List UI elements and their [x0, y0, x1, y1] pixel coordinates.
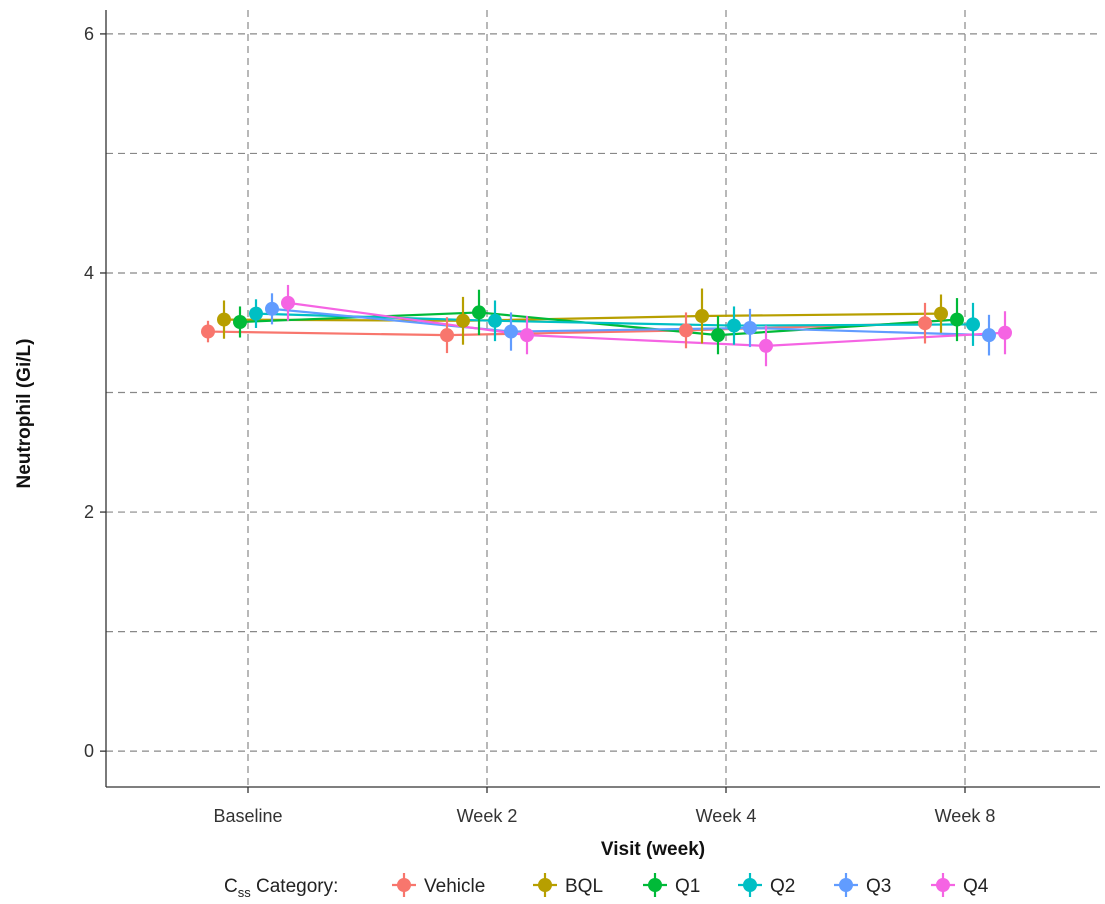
data-point: [265, 301, 279, 316]
data-point: [727, 318, 741, 333]
legend-key-point: [397, 878, 411, 892]
x-tick-label: Week 2: [457, 806, 518, 826]
x-axis-title: Visit (week): [601, 839, 705, 860]
data-point: [281, 295, 295, 310]
series: [201, 284, 1012, 367]
series-line-q2: [255, 312, 974, 327]
data-point: [759, 338, 773, 353]
y-axis-title: Neutrophil (Gi/L): [14, 339, 35, 489]
data-point: [695, 309, 709, 324]
data-point: [233, 314, 247, 329]
legend-title-main: C: [224, 876, 238, 897]
series-line-q3: [271, 307, 990, 337]
y-tick-label: 6: [84, 24, 94, 44]
legend-label: BQL: [565, 876, 603, 897]
series-line-bql: [223, 312, 942, 322]
data-point: [488, 313, 502, 328]
legend-title-subscript: ss: [238, 885, 252, 900]
legend-label: Vehicle: [424, 876, 485, 897]
legend-label: Q4: [963, 876, 989, 897]
legend-label: Q1: [675, 876, 700, 897]
legend-key-point: [743, 878, 757, 892]
data-point: [504, 324, 518, 339]
legend-key-point: [839, 878, 853, 892]
legend-label: Q3: [866, 876, 891, 897]
x-tick-label: Baseline: [213, 806, 282, 826]
x-tick-label: Week 8: [935, 806, 996, 826]
data-point: [982, 328, 996, 343]
data-point: [679, 323, 693, 338]
legend: Css Category: Vehicle BQL Q1 Q2 Q3 Q4: [224, 873, 989, 900]
data-point: [950, 312, 964, 327]
data-point: [456, 313, 470, 328]
data-point: [934, 306, 948, 321]
y-tick-label: 4: [84, 263, 94, 283]
legend-key-point: [538, 878, 552, 892]
x-tick-label: Week 4: [696, 806, 757, 826]
data-point: [918, 316, 932, 331]
legend-label: Q2: [770, 876, 795, 897]
data-point: [440, 328, 454, 343]
legend-key-point: [648, 878, 662, 892]
tick-labels: 0 2 4 6 Baseline Week 2 Week 4 Week 8: [84, 24, 995, 826]
grid: [106, 10, 1100, 787]
legend-key-point: [936, 878, 950, 892]
axes: [105, 10, 1100, 788]
y-tick-label: 0: [84, 741, 94, 761]
y-tick-label: 2: [84, 502, 94, 522]
data-point: [520, 328, 534, 343]
data-point: [249, 306, 263, 321]
data-point: [217, 312, 231, 327]
data-point: [743, 320, 757, 335]
series-line-q4: [287, 301, 1006, 348]
data-point: [966, 317, 980, 332]
legend-title: Css Category:: [224, 876, 338, 900]
legend-title-rest: Category:: [251, 876, 339, 897]
data-point: [711, 328, 725, 343]
data-point: [201, 324, 215, 339]
series-line-vehicle: [207, 322, 926, 337]
data-point: [472, 305, 486, 320]
data-point: [998, 325, 1012, 340]
